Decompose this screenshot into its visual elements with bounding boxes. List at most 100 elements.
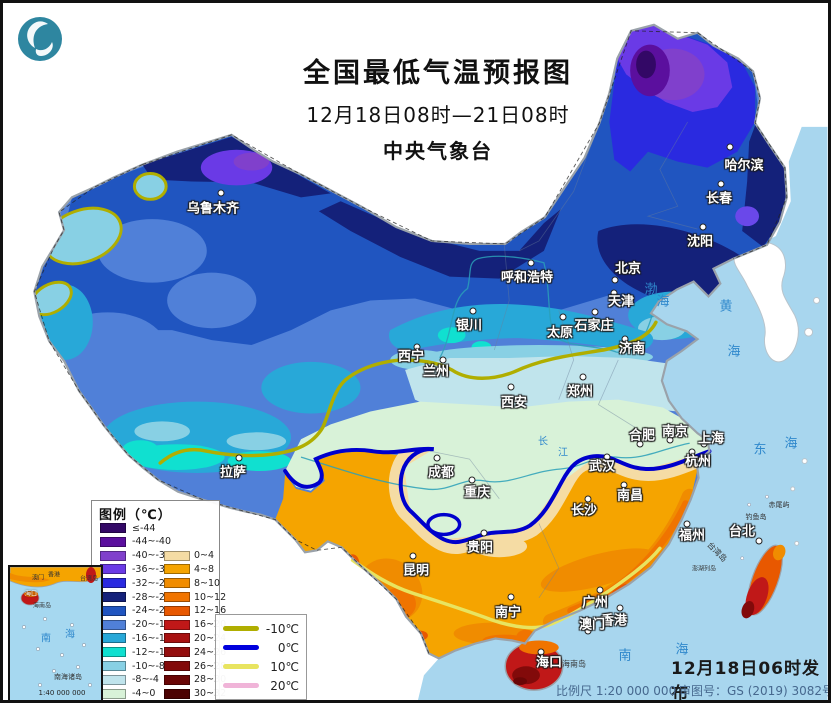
legend-item-warm-label: 20~24 [194, 632, 227, 644]
sea-label: 海 [656, 294, 670, 310]
inset-label: 南 [41, 633, 51, 645]
map-scale: 比例尺 1:20 000 000 [556, 684, 677, 698]
legend-title: 图例（℃） [99, 508, 172, 523]
isoline-sample [223, 664, 259, 669]
legend-panel: 图例（℃） ≤-44 -44~-40 -40~-36 -36~-32 -32~-28 -2… [91, 500, 226, 700]
legend-item-warm-swatch [164, 578, 190, 589]
isoline-row: 0℃ [223, 641, 299, 655]
inset-label: 1:40 000 000 [38, 689, 86, 697]
city-label: 西宁 [397, 349, 425, 365]
city-label: 上海 [697, 431, 725, 447]
city-label: 海口 [535, 655, 563, 671]
inset-label: 海口 [24, 590, 38, 598]
city-label: 哈尔滨 [724, 158, 764, 174]
city-label: 贵阳 [466, 540, 494, 556]
city-label: 成都 [427, 465, 455, 481]
city-dot [717, 180, 725, 188]
city-dot [469, 307, 477, 315]
city-dot [507, 593, 515, 601]
legend-item-cold-label: -40~-36 [132, 550, 171, 562]
taiwan-island [741, 544, 786, 619]
legend-item-cold-label: -16~-12 [132, 632, 171, 644]
legend-item-cold-label: -24~-20 [132, 605, 171, 617]
isoline-row: 20℃ [223, 679, 299, 693]
forecast-period: 12月18日08时—21日08时 [306, 103, 570, 127]
river-label: 江 [558, 447, 568, 459]
legend-item-cold-label: -4~0 [132, 688, 156, 700]
city-dot [439, 356, 447, 364]
legend-item-warm-label: 26~28 [194, 660, 227, 672]
sea-label: 海 [727, 344, 741, 360]
city-dot [683, 520, 691, 528]
legend-item-warm-label: 0~4 [194, 550, 215, 562]
legend-item-warm-label: 24~26 [194, 646, 227, 658]
city-dot [591, 308, 599, 316]
city-label: 太原 [546, 325, 574, 341]
legend-item-cold-label: -36~-32 [132, 563, 171, 575]
city-label: 天津 [607, 294, 635, 310]
legend-item-warm-swatch [164, 592, 190, 602]
city-dot [584, 627, 592, 635]
legend-item-warm-swatch [164, 550, 190, 561]
city-dot [217, 189, 225, 197]
map-header: 全国最低气温预报图 12月18日08时—21日08时 中央气象台 [228, 51, 648, 164]
city-label: 拉萨 [219, 465, 247, 481]
legend-item-cold-swatch [100, 564, 126, 575]
legend-item-warm-label: 8~10 [194, 577, 221, 589]
city-dot [755, 537, 763, 545]
legend-item-cold-label: -44~-40 [132, 536, 171, 548]
legend-item-cold-label: ≤-44 [132, 522, 156, 534]
isoline-sample [223, 645, 259, 650]
legend-item-cold-swatch [100, 605, 126, 616]
legend-item-cold-swatch [100, 578, 126, 589]
legend-item-cold-label: -10~-8 [132, 660, 165, 672]
isoline-sample [223, 683, 259, 688]
city-label: 南京 [661, 424, 689, 440]
island-label: 海南岛 [562, 659, 586, 669]
sea-area [417, 126, 828, 700]
island-label: 澎湖列岛 [691, 565, 717, 573]
isoline-label: 0℃ [277, 640, 299, 655]
city-dot [700, 440, 708, 448]
city-dot [507, 383, 515, 391]
inset-label: 香港 [47, 571, 61, 579]
city-dot [413, 343, 421, 351]
legend-item-cold-swatch [100, 523, 126, 533]
isoline-label: -10℃ [265, 621, 299, 636]
city-dot [235, 454, 243, 462]
inset-label: 台湾岛 [79, 575, 99, 583]
city-label: 呼和浩特 [500, 270, 554, 286]
legend-item-cold-label: -20~-16 [132, 619, 171, 631]
sea-label: 海 [675, 642, 689, 658]
city-dot [611, 276, 619, 284]
city-dot [610, 289, 618, 297]
city-label: 乌鲁木齐 [186, 201, 240, 217]
city-dot [559, 313, 567, 321]
city-dot [620, 481, 628, 489]
legend-item-cold-swatch [100, 536, 126, 547]
city-label: 合肥 [628, 428, 656, 444]
city-label: 武汉 [588, 459, 616, 475]
city-dot [596, 586, 604, 594]
city-label: 兰州 [422, 364, 450, 380]
isoline-label: 20℃ [270, 678, 299, 693]
south-china-sea-inset: 澳门 香港 台湾岛 海口 海南岛南 海南海诸岛 1:40 000 000 [8, 565, 103, 700]
city-dot [636, 440, 644, 448]
city-dot [537, 648, 545, 656]
legend-item-cold-swatch [100, 550, 126, 561]
legend-item-cold-label: -12~-10 [132, 646, 171, 658]
legend-item-warm-label: 16~20 [194, 619, 227, 631]
city-dot [688, 448, 696, 456]
legend-item-warm-label: 12~16 [194, 605, 227, 617]
city-label: 长春 [705, 191, 733, 207]
river-label: 长 [538, 436, 548, 448]
city-label: 沈阳 [686, 234, 714, 250]
city-dot [527, 259, 535, 267]
legend-item-cold-swatch [100, 688, 126, 699]
sea-label: 渤 [644, 282, 658, 298]
legend-item-cold-swatch [100, 674, 126, 685]
city-dot [584, 495, 592, 503]
city-label: 香港 [600, 613, 628, 629]
issue-time: 12月18日06时发布 [671, 659, 820, 703]
